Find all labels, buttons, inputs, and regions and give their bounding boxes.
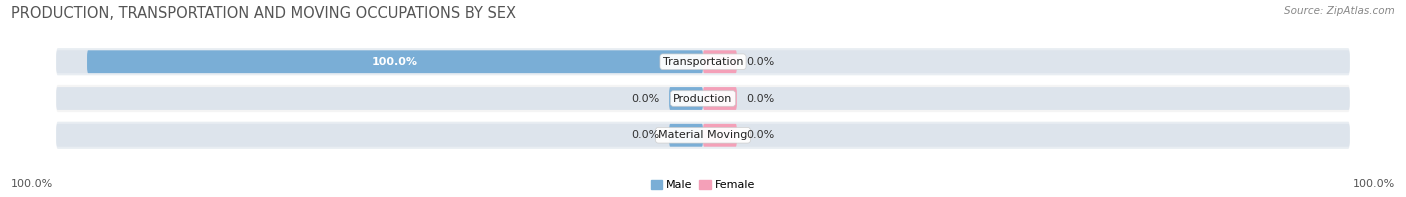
Text: 0.0%: 0.0% [747,57,775,67]
FancyBboxPatch shape [56,48,1350,75]
Text: Source: ZipAtlas.com: Source: ZipAtlas.com [1284,6,1395,16]
Text: 0.0%: 0.0% [631,94,659,103]
Text: Production: Production [673,94,733,103]
FancyBboxPatch shape [703,124,1350,147]
FancyBboxPatch shape [56,85,1350,112]
Text: 100.0%: 100.0% [11,179,53,189]
FancyBboxPatch shape [56,124,703,147]
FancyBboxPatch shape [703,50,1350,73]
FancyBboxPatch shape [703,87,737,110]
Text: 0.0%: 0.0% [747,94,775,103]
Text: Transportation: Transportation [662,57,744,67]
Text: PRODUCTION, TRANSPORTATION AND MOVING OCCUPATIONS BY SEX: PRODUCTION, TRANSPORTATION AND MOVING OC… [11,6,516,21]
Text: Material Moving: Material Moving [658,130,748,140]
FancyBboxPatch shape [56,50,703,73]
FancyBboxPatch shape [703,87,1350,110]
FancyBboxPatch shape [669,87,703,110]
Legend: Male, Female: Male, Female [651,180,755,190]
FancyBboxPatch shape [87,50,703,73]
Text: 0.0%: 0.0% [747,130,775,140]
FancyBboxPatch shape [703,50,737,73]
FancyBboxPatch shape [56,87,703,110]
FancyBboxPatch shape [669,124,703,147]
FancyBboxPatch shape [56,122,1350,149]
Text: 100.0%: 100.0% [373,57,418,67]
Text: 100.0%: 100.0% [1353,179,1395,189]
FancyBboxPatch shape [703,124,737,147]
Text: 0.0%: 0.0% [631,130,659,140]
